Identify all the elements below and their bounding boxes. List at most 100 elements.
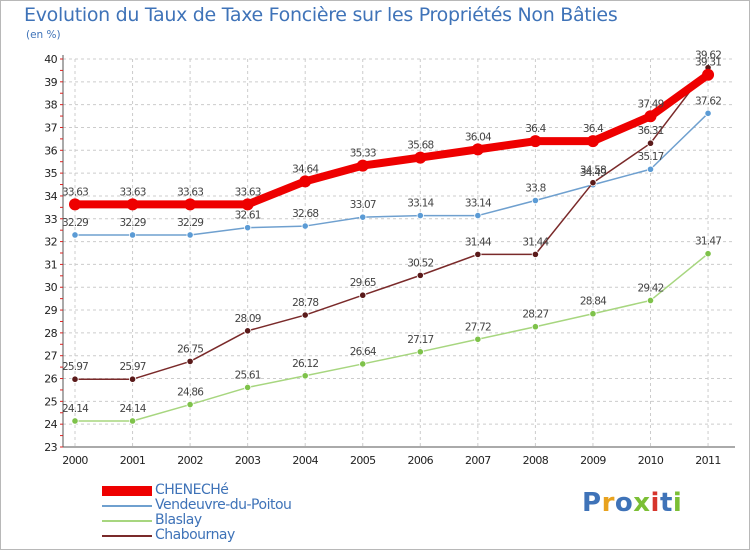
chart-legend: CHENECHé Vendeuvre-du-Poitou Blaslay Cha… xyxy=(102,482,332,544)
legend-swatch-chabournay xyxy=(102,535,152,537)
series-line xyxy=(74,112,709,236)
x-tick-label: 2002 xyxy=(177,454,203,467)
data-label: 24.14 xyxy=(62,403,89,415)
chart-title: Evolution du Taux de Taxe Foncière sur l… xyxy=(24,4,618,26)
legend-swatch-vendeuvre xyxy=(102,505,152,507)
y-tick-label: 40 xyxy=(44,53,57,66)
y-tick-label: 31 xyxy=(44,258,57,271)
y-tick-label: 37 xyxy=(44,121,57,134)
data-label: 37.62 xyxy=(695,95,721,107)
x-tick-label: 2006 xyxy=(407,454,433,467)
y-tick-label: 26 xyxy=(44,373,57,386)
x-tick-label: 2001 xyxy=(120,454,146,467)
legend-item-vendeuvre: Vendeuvre-du-Poitou xyxy=(102,497,332,514)
logo-letter: t xyxy=(659,488,673,518)
data-label: 30.52 xyxy=(407,257,433,269)
series-point xyxy=(359,213,367,221)
series-point xyxy=(416,271,424,279)
data-label: 24.14 xyxy=(120,403,147,415)
series-point xyxy=(471,143,484,156)
series-point xyxy=(186,231,194,239)
y-tick-label: 24 xyxy=(44,418,57,431)
series-point xyxy=(702,68,715,81)
legend-label-chabournay: Chabournay xyxy=(155,527,235,543)
series-point xyxy=(474,211,482,220)
data-label: 28.78 xyxy=(292,297,318,309)
series-point xyxy=(186,357,194,366)
series-point xyxy=(359,360,367,368)
y-tick-label: 29 xyxy=(44,304,57,317)
x-tick-label: 2007 xyxy=(465,454,491,467)
data-label: 33.8 xyxy=(525,183,545,195)
data-label: 33.63 xyxy=(177,186,203,198)
series-point xyxy=(301,311,309,319)
logo-letter: r xyxy=(601,488,615,518)
series-point xyxy=(356,159,369,172)
data-label: 26.12 xyxy=(292,358,318,370)
data-label: 34.64 xyxy=(292,163,319,175)
data-label: 34.58 xyxy=(580,165,606,177)
data-label: 25.97 xyxy=(62,361,88,373)
series-point xyxy=(244,224,252,232)
data-label: 26.75 xyxy=(177,343,203,355)
series-point xyxy=(241,198,254,211)
series-point xyxy=(301,222,309,230)
series-point xyxy=(531,323,540,331)
data-label: 39.31 xyxy=(695,57,721,69)
series-point xyxy=(646,296,655,305)
y-tick-label: 27 xyxy=(44,350,57,363)
x-tick-label: 2004 xyxy=(292,454,318,467)
series-point xyxy=(301,372,309,380)
logo-letter: i xyxy=(672,488,683,518)
series-point xyxy=(128,417,137,425)
series-point xyxy=(704,250,712,258)
series-point xyxy=(474,335,482,343)
proxiti-logo: Proxiti xyxy=(582,488,682,518)
data-label: 35.68 xyxy=(407,140,433,152)
legend-item-chabournay: Chabournay xyxy=(102,527,332,544)
series-line xyxy=(74,252,709,422)
series-point xyxy=(126,198,139,211)
series-point xyxy=(644,110,657,123)
series-point xyxy=(589,179,597,187)
data-label: 36.04 xyxy=(465,131,492,143)
y-tick-label: 35 xyxy=(44,167,57,180)
data-label: 36.4 xyxy=(583,123,604,135)
series-point xyxy=(359,291,367,299)
logo-letter: i xyxy=(650,488,660,518)
data-label: 27.72 xyxy=(465,321,491,333)
series-point xyxy=(128,231,137,239)
data-label: 32.29 xyxy=(177,217,203,229)
series-point xyxy=(531,196,540,205)
data-label: 26.64 xyxy=(350,346,377,358)
data-label: 32.29 xyxy=(62,217,88,229)
data-label: 39.62 xyxy=(695,50,721,62)
series-point xyxy=(244,383,252,392)
data-label: 37.49 xyxy=(637,98,663,110)
legend-swatch-blaslay xyxy=(102,520,152,522)
legend-item-chenech: CHENECHé xyxy=(102,482,332,499)
data-label: 33.63 xyxy=(62,186,88,198)
series-point xyxy=(416,348,424,356)
data-label: 25.97 xyxy=(120,361,146,373)
y-tick-label: 36 xyxy=(44,144,57,157)
data-label: 33.14 xyxy=(465,198,492,210)
series-point xyxy=(531,250,540,258)
data-label: 34.49 xyxy=(580,167,606,179)
y-tick-label: 30 xyxy=(44,281,57,294)
legend-item-blaslay: Blaslay xyxy=(102,512,332,529)
data-label: 35.17 xyxy=(637,151,663,163)
series-point xyxy=(414,151,427,164)
x-tick-label: 2005 xyxy=(350,454,376,467)
series-line xyxy=(71,70,713,209)
data-label: 33.14 xyxy=(407,198,434,210)
data-label: 32.29 xyxy=(120,217,146,229)
series-point xyxy=(184,198,197,211)
logo-letter: x xyxy=(633,488,651,518)
x-tick-label: 2003 xyxy=(235,454,261,467)
y-tick-label: 34 xyxy=(44,190,57,203)
data-label: 36.31 xyxy=(637,125,663,137)
y-tick-label: 39 xyxy=(44,76,57,89)
